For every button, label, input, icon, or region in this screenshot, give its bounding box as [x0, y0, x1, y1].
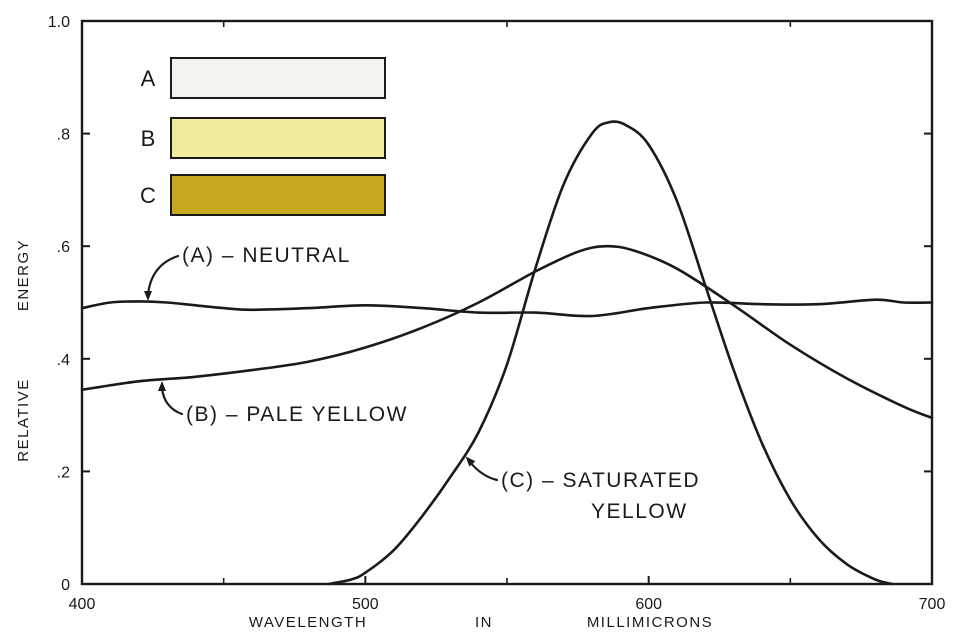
- annotation-arrow-3: [468, 460, 499, 482]
- annotation-arrowhead-3: [465, 456, 476, 467]
- curve-c-saturated-yellow: [327, 120, 894, 586]
- swatch-label-c: C: [140, 183, 156, 208]
- annotation-label-3-line-1: (C) – SATURATED: [501, 469, 700, 492]
- annotation-arrow-1: [146, 254, 180, 297]
- swatch-label-b: B: [141, 126, 156, 151]
- x-tick-label: 400: [69, 596, 96, 613]
- x-tick-label: 600: [635, 596, 662, 613]
- y-tick-label: .2: [57, 464, 70, 481]
- y-tick-label: .4: [57, 352, 70, 369]
- axes: [80, 19, 934, 586]
- x-axis-title-word-1: WAVELENGTH: [249, 614, 367, 631]
- x-axis-title-word-2: IN: [475, 614, 493, 631]
- annotation-label-1-line-1: (A) – NEUTRAL: [182, 244, 351, 267]
- y-axis-title-word-2: ENERGY: [15, 239, 32, 311]
- plot-frame: [80, 19, 934, 586]
- curve-annotations: (A) – NEUTRAL (B) – PALE YELLOW (C) – SATU…: [144, 244, 700, 523]
- annotation-arrowhead-1: [144, 291, 152, 301]
- x-tick-label: 500: [352, 596, 379, 613]
- curves: [80, 120, 934, 586]
- color-swatches: A B C: [140, 57, 386, 216]
- y-tick-label: .8: [57, 127, 70, 144]
- y-tick-label: 1.0: [48, 14, 70, 31]
- axis-titles: WAVELENGTH IN MILLIMICRONS RELATIVE ENERGY: [15, 239, 713, 631]
- x-tick-label: 700: [919, 596, 946, 613]
- y-axis-title-word-1: RELATIVE: [15, 378, 32, 461]
- x-axis-title-word-3: MILLIMICRONS: [587, 614, 713, 631]
- y-tick-label: .6: [57, 239, 70, 256]
- swatch-b: [170, 117, 386, 159]
- annotation-label-2-line-1: (B) – PALE YELLOW: [186, 403, 408, 426]
- swatch-label-a: A: [141, 66, 156, 91]
- swatch-c: [170, 174, 386, 216]
- curve-b-pale-yellow: [80, 244, 934, 420]
- annotation-arrow-2: [160, 386, 184, 416]
- swatch-a: [170, 57, 386, 99]
- ticks: 400 500 600 700 0 .2 .4 .6 .8 1.0: [48, 14, 946, 613]
- annotation-arrowhead-2: [158, 381, 166, 391]
- curve-a-neutral: [80, 298, 934, 318]
- y-tick-label: 0: [61, 577, 70, 594]
- annotation-label-3-line-2: YELLOW: [591, 500, 688, 523]
